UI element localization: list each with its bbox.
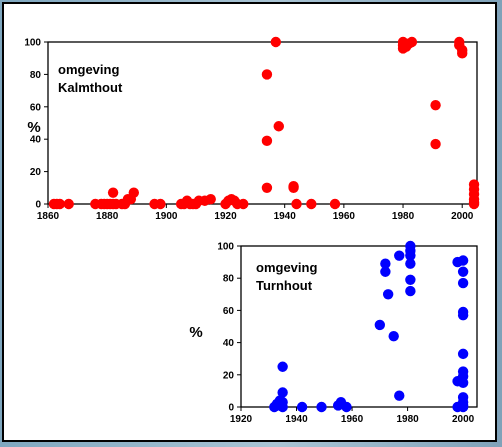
turnhout-y-tick-label: 60 (223, 306, 235, 317)
turnhout-data-point (380, 266, 391, 277)
turnhout-data-point (457, 348, 469, 360)
kalmthout-y-tick-label: 60 (30, 102, 42, 113)
kalmthout-data-point (291, 198, 302, 210)
turnhout-y-tick-label: 0 (228, 403, 234, 414)
kalmthout-data-point (457, 48, 468, 59)
turnhout-x-tick-label: 1960 (341, 414, 364, 425)
kalmthout-data-point (329, 198, 341, 210)
turnhout-data-point (457, 277, 469, 289)
kalmthout-data-point (430, 138, 441, 150)
kalmthout-data-point (54, 198, 66, 210)
figure-frame: 0 20 40 60 80 100 1860 1880 1900 1920 1940 1960 1980… (2, 2, 497, 442)
turnhout-chart: 0 20 40 60 80 100 1920 1940 1960 1980 2000% omgevin… (189, 240, 478, 425)
turnhout-data-point (394, 390, 405, 401)
turnhout-data-point (405, 274, 416, 286)
turnhout-data-point (457, 310, 469, 321)
turnhout-data-point (374, 319, 386, 331)
kalmthout-x-tick-label: 1920 (214, 211, 237, 222)
kalmthout-x-tick-label: 1860 (37, 211, 60, 222)
turnhout-data-point (405, 258, 416, 269)
kalmthout-data-point (406, 36, 418, 48)
kalmthout-data-point (273, 121, 284, 132)
turnhout-x-tick-label: 1980 (396, 414, 419, 425)
kalmthout-x-tick-label: 1960 (333, 211, 356, 222)
kalmthout-y-tick-label: 80 (30, 70, 42, 81)
turnhout-data-point (394, 250, 405, 261)
turnhout-plot-area (240, 245, 478, 408)
turnhout-data-point (277, 361, 288, 372)
turnhout-data-point (405, 250, 416, 261)
kalmthout-data-point (238, 198, 249, 210)
kalmthout-title-line: Kalmthout (58, 80, 123, 95)
kalmthout-x-tick-label: 1980 (392, 211, 415, 222)
kalmthout-data-point (270, 36, 282, 48)
kalmthout-y-tick-label: 100 (24, 38, 41, 49)
kalmthout-data-point (261, 182, 273, 193)
chart-canvas: 0 20 40 60 80 100 1860 1880 1900 1920 1940 1960 1980… (24, 36, 480, 425)
kalmthout-data-point (430, 99, 441, 111)
turnhout-data-point (388, 330, 399, 342)
kalmthout-x-tick-label: 1940 (274, 211, 297, 222)
kalmthout-data-point (261, 135, 273, 147)
turnhout-data-point (341, 401, 352, 413)
turnhout-x-tick-label: 1940 (285, 414, 308, 425)
kalmthout-x-tick-label: 2000 (451, 211, 474, 222)
kalmthout-y-tick-label: 20 (30, 167, 42, 178)
kalmthout-data-point (63, 198, 74, 210)
kalmthout-y-tick-label: 0 (35, 200, 41, 211)
turnhout-data-point (316, 401, 327, 413)
turnhout-data-point (457, 401, 469, 413)
turnhout-data-point (277, 401, 288, 413)
kalmthout-data-point (155, 198, 166, 210)
turnhout-x-tick-label: 2000 (452, 414, 475, 425)
kalmthout-x-tick-label: 1880 (96, 211, 119, 222)
turnhout-y-tick-label: 80 (223, 274, 235, 285)
turnhout-data-point (382, 289, 394, 300)
turnhout-title-line: Turnhout (256, 278, 313, 293)
turnhout-data-point (277, 387, 288, 398)
turnhout-data-point (457, 266, 469, 277)
kalmthout-y-axis-label: % (27, 119, 40, 136)
turnhout-y-tick-label: 100 (217, 242, 234, 253)
turnhout-data-point (380, 258, 391, 269)
kalmthout-data-point (107, 187, 119, 198)
kalmthout-y-tick-label: 40 (30, 135, 42, 146)
kalmthout-data-point (468, 198, 480, 210)
turnhout-y-axis-label: % (189, 324, 202, 341)
turnhout-data-point (457, 377, 469, 389)
turnhout-y-tick-label: 20 (223, 370, 235, 381)
turnhout-data-point (296, 401, 308, 413)
kalmthout-title-line: omgeving (58, 62, 119, 77)
kalmthout-data-point (205, 193, 216, 205)
turnhout-x-tick-label: 1920 (230, 414, 253, 425)
kalmthout-plot-area (47, 41, 478, 205)
turnhout-y-tick-label: 40 (223, 338, 235, 349)
kalmthout-x-tick-label: 1900 (155, 211, 178, 222)
turnhout-title-line: omgeving (256, 260, 317, 275)
kalmthout-data-point (288, 182, 299, 193)
kalmthout-data-point (261, 69, 273, 80)
turnhout-data-point (457, 255, 469, 266)
turnhout-data-point (405, 285, 416, 297)
kalmthout-chart: 0 20 40 60 80 100 1860 1880 1900 1920 1940 1960 1980… (24, 36, 480, 222)
kalmthout-data-point (306, 198, 317, 210)
kalmthout-data-point (128, 187, 139, 198)
